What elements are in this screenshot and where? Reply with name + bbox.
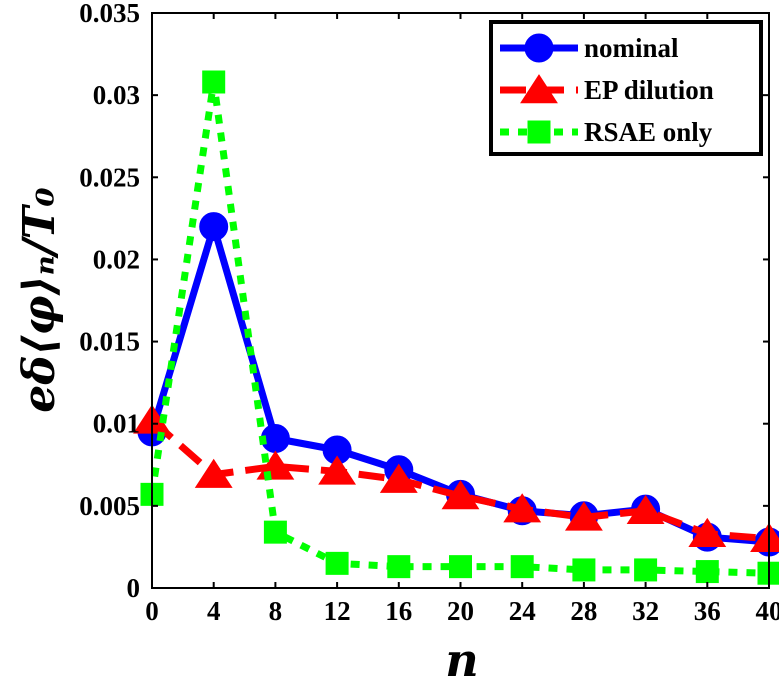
data-point bbox=[688, 517, 727, 548]
y-axis: 0 0.005 0.01 0.015 0.02 0.025 0.03 0.035 bbox=[79, 0, 769, 603]
x-tick-label: 8 bbox=[269, 596, 283, 626]
data-point bbox=[318, 455, 357, 485]
x-tick-label: 28 bbox=[570, 596, 597, 626]
x-tick-label: 40 bbox=[756, 596, 779, 626]
x-tick-label: 20 bbox=[447, 596, 474, 626]
data-point bbox=[626, 494, 665, 525]
x-tick-label: 16 bbox=[385, 596, 412, 626]
data-point bbox=[441, 480, 480, 510]
data-point bbox=[510, 555, 534, 579]
data-point bbox=[634, 558, 658, 582]
data-point bbox=[387, 555, 411, 579]
y-tick-label: 0.015 bbox=[79, 327, 140, 357]
data-point bbox=[263, 520, 287, 544]
x-tick-label: 12 bbox=[324, 596, 351, 626]
data-point bbox=[503, 493, 542, 523]
data-point bbox=[199, 212, 229, 242]
legend-label: nominal bbox=[584, 33, 679, 63]
data-point bbox=[695, 560, 719, 584]
legend-label: RSAE only bbox=[584, 117, 713, 147]
y-tick-label: 0.005 bbox=[79, 491, 140, 521]
x-axis-label: n bbox=[445, 633, 478, 687]
x-tick-label: 32 bbox=[632, 596, 659, 626]
x-tick-label: 0 bbox=[145, 596, 159, 626]
data-point bbox=[379, 463, 418, 493]
y-tick-label: 0.035 bbox=[79, 0, 140, 28]
y-tick-label: 0.03 bbox=[93, 80, 140, 110]
x-tick-label: 24 bbox=[509, 596, 536, 626]
y-tick-label: 0.02 bbox=[93, 244, 140, 274]
data-point bbox=[202, 70, 226, 94]
y-tick-label: 0 bbox=[127, 573, 141, 603]
x-tick-label: 4 bbox=[207, 596, 221, 626]
legend: nominal EP dilution RSAE only bbox=[489, 20, 763, 156]
y-tick-label: 0.01 bbox=[93, 409, 140, 439]
data-point bbox=[572, 558, 596, 582]
legend-label: EP dilution bbox=[584, 75, 714, 105]
data-point bbox=[449, 555, 472, 579]
y-axis-label: eδ⟨φ⟩ₙ/T₀ bbox=[14, 187, 65, 413]
x-tick-label: 36 bbox=[694, 596, 721, 626]
data-point bbox=[194, 458, 233, 488]
data-point bbox=[325, 551, 349, 575]
x-axis: 0 4 8 12 16 20 24 28 32 36 40 bbox=[145, 13, 779, 626]
legend-marker bbox=[520, 74, 558, 104]
data-point bbox=[564, 501, 603, 531]
series-line bbox=[149, 417, 770, 543]
legend-marker bbox=[527, 120, 551, 144]
y-tick-label: 0.025 bbox=[79, 162, 140, 192]
legend-marker bbox=[524, 33, 554, 63]
